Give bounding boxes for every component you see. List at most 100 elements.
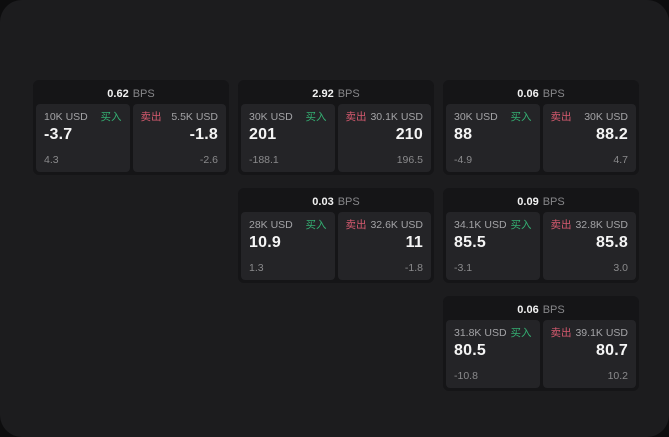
buy-sell-panels: 30K USD 买入 201 -188.1 卖出 30.1K USD 210 1… (241, 104, 431, 172)
bps-value: 0.06 (517, 87, 539, 100)
buy-side-label: 买入 (510, 111, 532, 123)
bps-card: 0.09 BPS 34.1K USD 买入 85.5 -3.1 卖出 32.8K… (443, 188, 639, 283)
sell-panel-top: 卖出 39.1K USD (551, 327, 629, 339)
sell-panel[interactable]: 卖出 32.8K USD 85.8 3.0 (542, 212, 636, 280)
card-header: 0.62 BPS (36, 83, 226, 104)
sell-sub-value: 3.0 (613, 262, 628, 274)
card-header: 0.06 BPS (446, 299, 636, 320)
buy-panel[interactable]: 30K USD 买入 201 -188.1 (241, 104, 335, 172)
buy-panel[interactable]: 10K USD 买入 -3.7 4.3 (36, 104, 130, 172)
sell-sub-value: -2.6 (199, 154, 218, 166)
buy-sub-value: 4.3 (44, 154, 59, 166)
buy-side-label: 买入 (510, 327, 532, 339)
buy-sell-panels: 31.8K USD 买入 80.5 -10.8 卖出 39.1K USD 80.… (446, 320, 636, 388)
bps-unit: BPS (337, 87, 360, 100)
buy-sub-value: 1.3 (249, 262, 264, 274)
card-header: 0.03 BPS (241, 191, 431, 212)
buy-main-value: 80.5 (454, 342, 486, 359)
sell-panel[interactable]: 卖出 5.5K USD -1.8 -2.6 (132, 104, 226, 172)
sell-amount-label: 30.1K USD (370, 111, 423, 123)
buy-sub-value: -10.8 (454, 370, 478, 382)
sell-panel[interactable]: 卖出 30K USD 88.2 4.7 (542, 104, 636, 172)
buy-panel-top: 28K USD 买入 (249, 219, 327, 231)
buy-panel-top: 31.8K USD 买入 (454, 327, 532, 339)
sell-panel-top: 卖出 32.6K USD (346, 219, 424, 231)
bps-card: 2.92 BPS 30K USD 买入 201 -188.1 卖出 30.1K … (238, 80, 434, 175)
buy-panel-top: 34.1K USD 买入 (454, 219, 532, 231)
sell-panel-top: 卖出 32.8K USD (551, 219, 629, 231)
buy-panel-top: 30K USD 买入 (454, 111, 532, 123)
sell-panel-top: 卖出 30K USD (551, 111, 629, 123)
buy-main-value: 85.5 (454, 234, 486, 251)
sell-side-label: 卖出 (345, 219, 367, 231)
card-header: 0.09 BPS (446, 191, 636, 212)
sell-panel[interactable]: 卖出 32.6K USD 11 -1.8 (337, 212, 431, 280)
buy-panel-top: 30K USD 买入 (249, 111, 327, 123)
bps-value: 0.09 (517, 195, 539, 208)
sell-panel[interactable]: 卖出 39.1K USD 80.7 10.2 (542, 320, 636, 388)
sell-main-value: 11 (405, 234, 423, 251)
bps-value: 0.03 (312, 195, 334, 208)
buy-sell-panels: 28K USD 买入 10.9 1.3 卖出 32.6K USD 11 -1.8 (241, 212, 431, 280)
sell-side-label: 卖出 (550, 111, 572, 123)
sell-sub-value: 196.5 (396, 154, 423, 166)
bps-card: 0.06 BPS 30K USD 买入 88 -4.9 卖出 30K USD (443, 80, 639, 175)
sell-side-label: 卖出 (550, 327, 572, 339)
buy-side-label: 买入 (305, 219, 327, 231)
buy-main-value: 201 (249, 126, 277, 143)
buy-main-value: -3.7 (44, 126, 73, 143)
sell-panel-top: 卖出 5.5K USD (141, 111, 219, 123)
sell-panel-top: 卖出 30.1K USD (346, 111, 424, 123)
sell-amount-label: 39.1K USD (575, 327, 628, 339)
sell-side-label: 卖出 (550, 219, 572, 231)
bps-unit: BPS (542, 195, 565, 208)
quote-cards-grid: 0.62 BPS 10K USD 买入 -3.7 4.3 卖出 5.5K USD (33, 80, 639, 391)
sell-main-value: -1.8 (189, 126, 218, 143)
bps-card: 0.03 BPS 28K USD 买入 10.9 1.3 卖出 32.6K US… (238, 188, 434, 283)
buy-panel[interactable]: 34.1K USD 买入 85.5 -3.1 (446, 212, 540, 280)
buy-sub-value: -4.9 (454, 154, 473, 166)
buy-side-label: 买入 (305, 111, 327, 123)
buy-sub-value: -3.1 (454, 262, 473, 274)
sell-amount-label: 5.5K USD (171, 111, 218, 123)
buy-amount-label: 30K USD (454, 111, 498, 123)
buy-amount-label: 10K USD (44, 111, 88, 123)
sell-amount-label: 32.6K USD (370, 219, 423, 231)
buy-panel-top: 10K USD 买入 (44, 111, 122, 123)
bps-value: 0.62 (107, 87, 129, 100)
bps-unit: BPS (337, 195, 360, 208)
buy-sell-panels: 34.1K USD 买入 85.5 -3.1 卖出 32.8K USD 85.8… (446, 212, 636, 280)
sell-side-label: 卖出 (345, 111, 367, 123)
bps-card: 0.06 BPS 31.8K USD 买入 80.5 -10.8 卖出 39.1… (443, 296, 639, 391)
sell-main-value: 210 (395, 126, 423, 143)
sell-amount-label: 32.8K USD (575, 219, 628, 231)
sell-sub-value: -1.8 (404, 262, 423, 274)
bps-card: 0.62 BPS 10K USD 买入 -3.7 4.3 卖出 5.5K USD (33, 80, 229, 175)
sell-panel[interactable]: 卖出 30.1K USD 210 196.5 (337, 104, 431, 172)
bps-unit: BPS (542, 87, 565, 100)
bps-unit: BPS (132, 87, 155, 100)
bps-value: 2.92 (312, 87, 334, 100)
sell-side-label: 卖出 (140, 111, 162, 123)
sell-sub-value: 4.7 (613, 154, 628, 166)
buy-amount-label: 31.8K USD (454, 327, 507, 339)
buy-sell-panels: 30K USD 买入 88 -4.9 卖出 30K USD 88.2 4.7 (446, 104, 636, 172)
card-header: 2.92 BPS (241, 83, 431, 104)
sell-main-value: 80.7 (596, 342, 628, 359)
buy-panel[interactable]: 28K USD 买入 10.9 1.3 (241, 212, 335, 280)
buy-side-label: 买入 (510, 219, 532, 231)
buy-panel[interactable]: 31.8K USD 买入 80.5 -10.8 (446, 320, 540, 388)
buy-panel[interactable]: 30K USD 买入 88 -4.9 (446, 104, 540, 172)
sell-main-value: 85.8 (596, 234, 628, 251)
buy-side-label: 买入 (100, 111, 122, 123)
buy-amount-label: 30K USD (249, 111, 293, 123)
bps-value: 0.06 (517, 303, 539, 316)
buy-amount-label: 28K USD (249, 219, 293, 231)
sell-sub-value: 10.2 (607, 370, 628, 382)
buy-sub-value: -188.1 (249, 154, 279, 166)
sell-main-value: 88.2 (596, 126, 628, 143)
card-header: 0.06 BPS (446, 83, 636, 104)
bps-unit: BPS (542, 303, 565, 316)
buy-amount-label: 34.1K USD (454, 219, 507, 231)
buy-sell-panels: 10K USD 买入 -3.7 4.3 卖出 5.5K USD -1.8 -2.… (36, 104, 226, 172)
